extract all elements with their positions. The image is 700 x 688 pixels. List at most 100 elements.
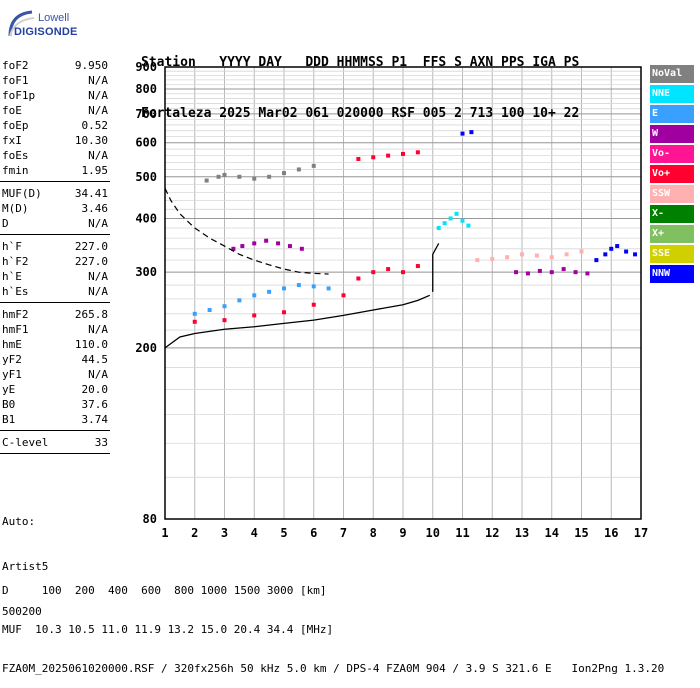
param-row: foF1p N/A: [0, 88, 112, 103]
echo-point: [192, 319, 197, 324]
param-row: foF2 9.950: [0, 58, 112, 73]
y-tick-label: 80: [143, 512, 157, 526]
echo-point: [415, 264, 420, 269]
electron-density-profile: [164, 294, 431, 349]
x-tick-label: 11: [455, 526, 469, 540]
param-value: N/A: [88, 270, 108, 283]
digisonde-logo-icon: [8, 10, 35, 37]
param-name: h`F2: [2, 255, 29, 268]
x-tick-label: 10: [426, 526, 440, 540]
echo-point: [282, 310, 286, 315]
echo-point: [252, 313, 257, 318]
plot-border: [164, 66, 642, 520]
footer-info: D 100 200 400 600 800 1000 1500 3000 [km…: [2, 558, 664, 688]
echo-point: [514, 270, 519, 275]
param-name: MUF(D): [2, 187, 42, 200]
echo-point: [341, 293, 346, 298]
legend-item: SSE: [650, 245, 694, 263]
echo-point: [442, 221, 447, 226]
muf-row: MUF 10.3 10.5 11.0 11.9 13.2 15.0 20.4 3…: [2, 623, 334, 636]
x-tick-label: 13: [515, 526, 529, 540]
echo-point: [615, 244, 620, 249]
param-row: h`F 227.0: [0, 239, 112, 254]
param-name: hmF1: [2, 323, 29, 336]
echo-point: [296, 283, 301, 288]
x-tick-label: 4: [251, 526, 258, 540]
param-row: fxI 10.30: [0, 133, 112, 148]
legend-item: NoVal: [650, 65, 694, 83]
echo-point: [633, 252, 638, 257]
param-name: h`E: [2, 270, 22, 283]
param-row: yE 20.0: [0, 382, 112, 397]
logo-line2: DIGISONDE: [14, 26, 78, 38]
echo-point: [222, 304, 227, 309]
echo-point: [222, 318, 227, 323]
echo-point: [356, 276, 361, 281]
param-name: C-level: [2, 436, 49, 449]
x-tick-labels: 1 2 3 4 5 6 7 8 9 10 11 12 13 14 15 16 17: [161, 526, 648, 540]
y-tick-label: 700: [135, 107, 157, 121]
x-tick-label: 6: [310, 526, 317, 540]
x-tick-label: 8: [370, 526, 377, 540]
param-name: foEs: [2, 149, 29, 162]
param-value: 37.6: [81, 398, 109, 411]
param-value: 34.41: [74, 187, 108, 200]
param-name: foF1: [2, 74, 29, 87]
param-row: C-level 33: [0, 435, 112, 450]
legend-item: X+: [650, 225, 694, 243]
x-tick-label: 12: [485, 526, 499, 540]
legend-item: Vo+: [650, 165, 694, 183]
echo-point: [192, 311, 197, 316]
param-name: hmF2: [2, 308, 29, 321]
legend-item: X-: [650, 205, 694, 223]
param-value: 44.5: [81, 353, 109, 366]
param-row: hmF2 265.8: [0, 307, 112, 322]
param-row: h`Es N/A: [0, 284, 112, 299]
echo-point: [252, 176, 257, 181]
echo-point: [296, 167, 301, 172]
param-name: yF1: [2, 368, 22, 381]
echo-point: [222, 172, 227, 177]
echo-point: [311, 302, 316, 307]
param-name: fmin: [2, 164, 29, 177]
profile-top-line: [432, 243, 440, 292]
param-separator: [0, 450, 110, 454]
echo-point: [311, 163, 316, 168]
echo-point: [299, 246, 304, 251]
scaled-parameters-panel: foF2 9.950 foF1 N/A foF1p N/A foE N/A foEp 0.52 fx…: [0, 58, 112, 458]
legend-item: E: [650, 105, 694, 123]
legend-item: Vo-: [650, 145, 694, 163]
logo-line1: Lowell: [38, 12, 70, 24]
echo-point: [276, 241, 281, 246]
echo-point: [356, 156, 361, 161]
x-tick-label: 17: [634, 526, 648, 540]
echo-point: [216, 174, 221, 179]
param-name: B0: [2, 398, 16, 411]
param-row: foE N/A: [0, 103, 112, 118]
echo-point: [549, 255, 554, 260]
param-separator: [0, 427, 110, 431]
param-name: foF2: [2, 59, 29, 72]
echo-point: [237, 298, 242, 303]
x-tick-label: 7: [340, 526, 347, 540]
param-name: hmE: [2, 338, 22, 351]
ionogram-chart: 1 2 3 4 5 6 7 8 9 10 11 12 13 14 15 16 17 80200300400500…: [135, 60, 648, 540]
param-name: D: [2, 217, 9, 230]
param-row: yF2 44.5: [0, 352, 112, 367]
param-value: N/A: [88, 217, 108, 230]
station-header: Station YYYY DAY DDD HHMMSS P1 FFS S AXN…: [141, 20, 579, 139]
echo-point: [436, 226, 441, 231]
echo-point: [573, 270, 578, 275]
param-name: B1: [2, 413, 16, 426]
echo-point: [401, 151, 405, 156]
echo-point: [594, 258, 599, 263]
param-row: M(D) 3.46: [0, 201, 112, 216]
param-value: N/A: [88, 104, 108, 117]
echo-point: [475, 258, 480, 263]
param-value: N/A: [88, 285, 108, 298]
echo-point: [237, 174, 242, 179]
param-value: 33: [94, 436, 108, 449]
echo-point: [469, 130, 474, 135]
param-value: 1.95: [81, 164, 109, 177]
echo-point: [549, 270, 554, 275]
